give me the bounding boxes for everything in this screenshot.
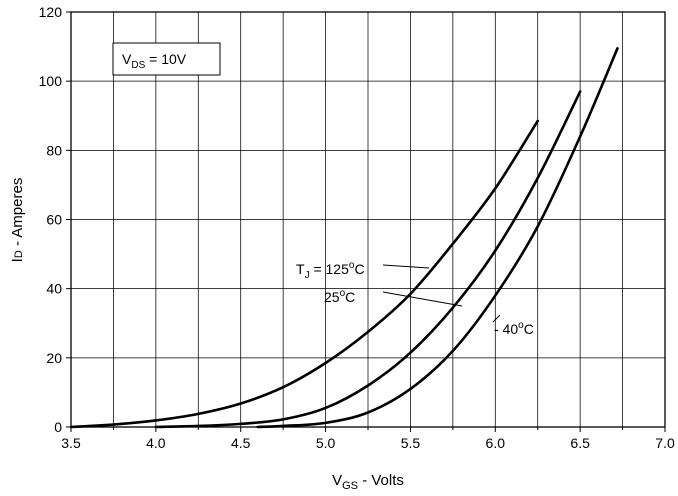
x-tick-label: 7.0 xyxy=(655,435,675,451)
series-label-unit: C xyxy=(345,289,355,305)
y-tick-label: 20 xyxy=(46,350,62,366)
leader-line xyxy=(382,264,430,269)
y-tick-label: 40 xyxy=(46,281,62,297)
grid-lines xyxy=(71,12,665,427)
series-label-degree: o xyxy=(349,260,355,271)
leader-line xyxy=(492,314,501,323)
label-125c: TJ = 125oC xyxy=(296,260,365,281)
x-tick-label: 4.5 xyxy=(231,435,251,451)
y-axis-label-symbol: I xyxy=(9,258,26,262)
series-line-minus40c xyxy=(256,47,619,429)
series-lines xyxy=(69,47,619,429)
series-line-25c xyxy=(154,90,582,429)
y-tick-label: 120 xyxy=(39,4,63,20)
series-label-unit: C xyxy=(524,321,534,337)
x-axis-label: VGS - Volts xyxy=(332,472,404,492)
conditions-box-label: VDS = 10V xyxy=(122,51,187,71)
series-label-degree: o xyxy=(340,288,346,299)
series-label-main: - 40 xyxy=(494,321,518,337)
conditions-box xyxy=(112,42,221,76)
y-tick-label: 60 xyxy=(46,212,62,228)
y-tick-label: 100 xyxy=(39,73,63,89)
x-tick-label: 6.5 xyxy=(570,435,590,451)
y-axis-label: ID - Amperes xyxy=(9,178,26,263)
y-tick-label: 0 xyxy=(54,419,62,435)
x-axis-label-unit: - Volts xyxy=(358,472,404,489)
x-tick-label: 5.5 xyxy=(401,435,421,451)
series-label-subscript: J xyxy=(305,270,310,281)
x-tick-label: 4.0 xyxy=(146,435,166,451)
x-tick-label: 5.0 xyxy=(316,435,336,451)
x-axis-label-subscript: GS xyxy=(342,480,358,492)
leader-line xyxy=(382,291,463,307)
label-minus40c: - 40oC xyxy=(494,320,534,337)
x-axis-label-symbol: V xyxy=(332,472,342,489)
conditions-symbol: V xyxy=(122,51,132,67)
x-tick-label: 3.5 xyxy=(61,435,81,451)
series-label-unit: C xyxy=(354,261,364,277)
series-label-main: 25 xyxy=(324,289,340,305)
y-tick-label: 80 xyxy=(46,142,62,158)
x-tick-label: 6.0 xyxy=(486,435,506,451)
y-axis-label-subscript: D xyxy=(13,250,25,258)
series-label-degree: o xyxy=(518,320,524,331)
axis-ticks: 3.5 4.0 4.5 5.0 5.5 6.0 6.5 7.0 0 20 40 60 80 100 120 xyxy=(39,4,675,451)
series-label-value: = 125 xyxy=(310,261,350,277)
series-label-main: T xyxy=(296,261,305,277)
conditions-value: = 10V xyxy=(145,51,187,67)
y-axis-label-unit: - Amperes xyxy=(9,178,26,251)
conditions-subscript: DS xyxy=(131,60,145,71)
label-25c: 25oC xyxy=(324,288,355,305)
series-line-125c xyxy=(69,119,540,429)
